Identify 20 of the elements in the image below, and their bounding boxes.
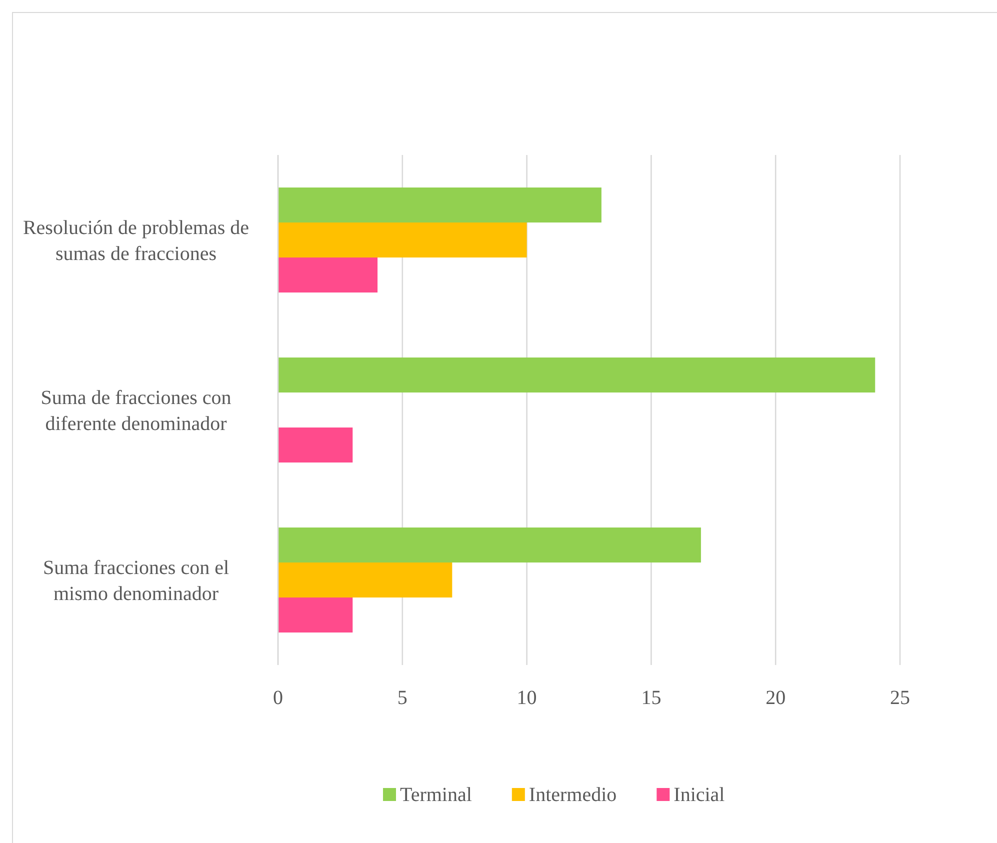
x-tick-label: 15: [641, 687, 662, 710]
x-tick-label: 10: [516, 687, 537, 710]
bar: [278, 188, 602, 222]
legend-label: Intermedio: [528, 784, 617, 806]
y-tick-label: Resolución de problemas de sumas de fracciones: [22, 217, 250, 265]
bar: [278, 358, 876, 392]
legend-label: Terminal: [400, 784, 472, 806]
x-tick-label: 5: [397, 687, 408, 710]
bar: [278, 258, 378, 292]
bar: [278, 222, 527, 258]
y-tick-label: Suma fracciones con el mismo denominador: [42, 557, 230, 605]
bar: [278, 428, 353, 462]
legend-label: Inicial: [674, 784, 726, 806]
bar: [278, 562, 452, 598]
x-tick-label: 20: [766, 687, 786, 710]
x-tick-label: 25: [890, 687, 910, 710]
bar: [278, 528, 701, 562]
y-tick-label: Suma de fracciones con diferente denominador: [40, 387, 232, 435]
x-tick-label: 0: [273, 687, 283, 710]
bar: [278, 598, 353, 632]
